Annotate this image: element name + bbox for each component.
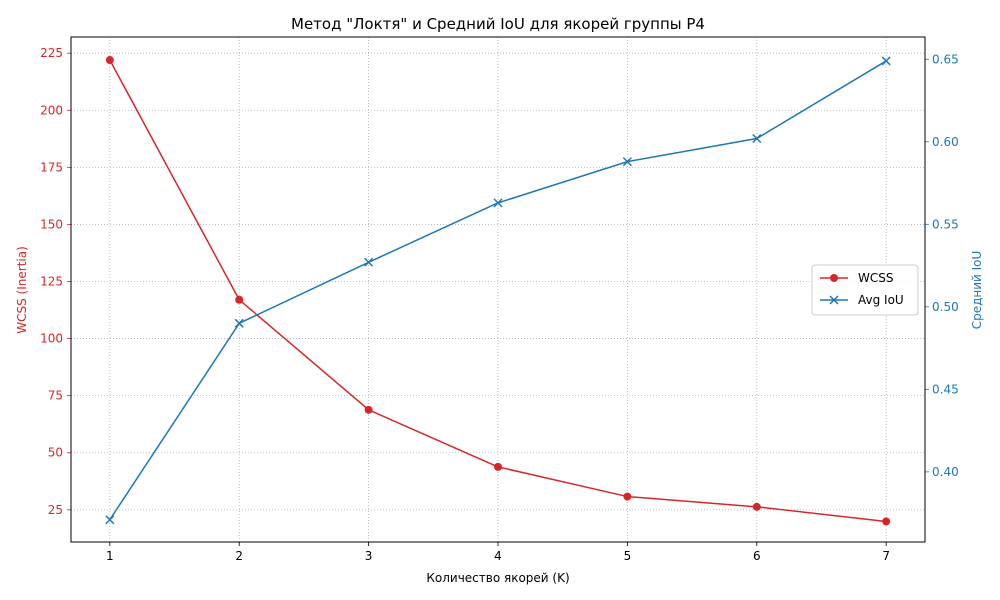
x-tick-label: 2 xyxy=(235,549,243,563)
left-axis-ticks: 25 50 75 100 125 150 175 200 225 xyxy=(40,46,71,517)
point-wcss xyxy=(364,405,373,414)
left-tick-label: 50 xyxy=(48,446,63,460)
x-axis-label: Количество якорей (K) xyxy=(426,571,569,585)
point-avg-iou xyxy=(752,133,762,144)
point-wcss xyxy=(882,517,891,526)
legend: WCSS Avg IoU xyxy=(811,264,919,316)
series-line-wcss xyxy=(109,59,887,523)
x-tick-label: 7 xyxy=(882,549,890,563)
right-tick-label: 0.45 xyxy=(932,382,959,396)
right-axis-ticks: 0.40 0.45 0.50 0.55 0.60 0.65 xyxy=(925,52,959,479)
chart-title: Метод "Локтя" и Средний IoU для якорей г… xyxy=(291,15,705,33)
legend-iou-label: Avg IoU xyxy=(858,293,904,307)
right-tick-label: 0.60 xyxy=(932,135,959,149)
left-tick-label: 100 xyxy=(40,332,63,346)
point-avg-iou xyxy=(234,318,244,328)
x-tick-label: 1 xyxy=(106,549,114,563)
point-avg-iou xyxy=(881,56,891,66)
x-tick-label: 6 xyxy=(753,549,761,563)
left-tick-label: 175 xyxy=(40,160,63,174)
grid-lines xyxy=(71,37,925,542)
point-avg-iou xyxy=(622,157,632,167)
point-wcss xyxy=(623,492,632,501)
point-wcss xyxy=(235,295,244,304)
left-tick-label: 150 xyxy=(40,217,63,231)
left-axis-label: WCSS (Inertia) xyxy=(15,246,29,334)
point-avg-iou xyxy=(105,515,115,525)
x-tick-label: 3 xyxy=(365,549,373,563)
right-axis-label: Средний IoU xyxy=(970,251,984,330)
right-tick-label: 0.50 xyxy=(932,300,959,314)
point-wcss xyxy=(752,502,761,511)
legend-wcss-marker xyxy=(830,274,838,282)
x-tick-label: 4 xyxy=(494,549,502,563)
series-line-avg-iou xyxy=(109,60,887,521)
right-tick-label: 0.65 xyxy=(932,52,959,66)
plot-frame xyxy=(70,36,926,543)
left-tick-label: 125 xyxy=(40,275,63,289)
right-tick-label: 0.40 xyxy=(932,465,959,479)
left-tick-label: 225 xyxy=(40,46,63,60)
point-avg-iou xyxy=(364,257,374,267)
point-wcss xyxy=(494,462,502,471)
x-axis-ticks: 1 2 3 4 5 6 7 xyxy=(106,542,890,563)
left-tick-label: 25 xyxy=(48,503,63,517)
left-tick-label: 75 xyxy=(48,389,63,403)
left-tick-label: 200 xyxy=(40,103,63,117)
legend-iou-marker xyxy=(829,295,839,305)
point-avg-iou xyxy=(493,198,503,208)
point-wcss xyxy=(105,56,114,65)
x-tick-label: 5 xyxy=(624,549,632,563)
right-tick-label: 0.55 xyxy=(932,217,959,231)
series-layer xyxy=(105,56,891,526)
legend-wcss-label: WCSS xyxy=(858,271,893,285)
